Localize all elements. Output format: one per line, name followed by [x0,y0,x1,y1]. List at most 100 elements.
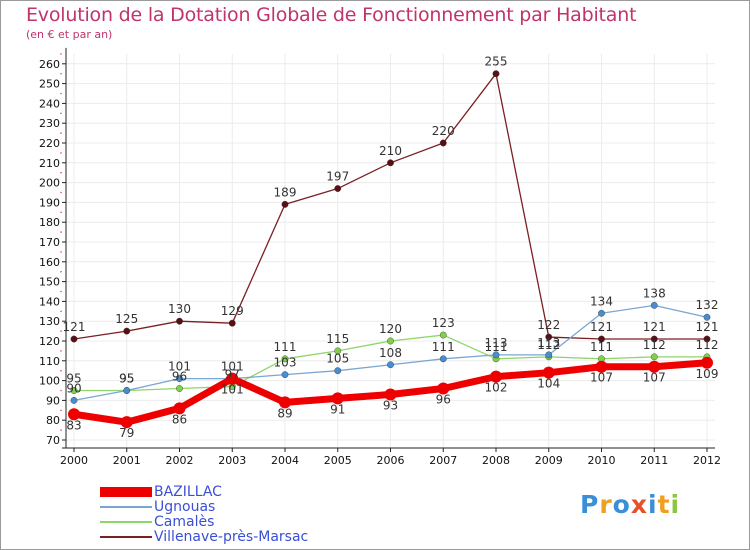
data-label: 121 [696,320,719,334]
data-point [598,309,605,317]
logo-letter: i [670,490,681,519]
y-minor-dot [60,389,62,392]
y-tick-label: 140 [39,295,60,308]
data-label: 111 [432,340,455,354]
data-point [437,382,450,395]
data-point [173,402,186,415]
data-label: 101 [221,383,244,397]
logo-letter: r [599,490,613,519]
data-point [545,351,553,359]
data-point [123,387,131,394]
y-tick-label: 230 [39,117,60,130]
data-label: 255 [485,55,508,69]
data-point [545,333,553,341]
data-label: 104 [537,377,560,391]
legend-label-bazillac: BAZILLAC [154,484,222,500]
data-label: 79 [119,426,134,440]
data-point [598,335,605,343]
data-point [701,356,713,369]
y-tick-label: 190 [39,196,60,209]
data-point [595,360,608,373]
data-point [281,355,289,363]
x-tick-label: 2009 [535,454,563,467]
y-tick-label: 120 [39,335,60,348]
data-point [650,301,658,309]
data-point [490,370,502,383]
data-point [226,372,239,385]
y-minor-dot [60,191,62,194]
data-label: 86 [172,412,187,426]
data-label: 220 [432,124,455,138]
x-tick-label: 2007 [429,454,457,467]
data-label: 95 [66,372,81,386]
y-tick-label: 90 [46,394,60,407]
y-minor-dot [60,350,62,352]
data-point [387,337,394,345]
chart-subtitle: (en € et par an) [26,28,113,41]
data-label: 189 [274,185,297,199]
data-point [176,317,183,325]
y-tick-label: 160 [39,256,60,269]
data-label: 101 [168,360,191,374]
data-point [176,385,183,392]
y-tick-label: 70 [46,434,60,447]
y-tick-label: 260 [39,58,60,71]
data-point [648,360,661,373]
y-minor-dot [60,53,62,55]
y-minor-dot [60,330,62,332]
data-point [70,396,78,404]
data-point [70,387,78,394]
chart-title: Evolution de la Dotation Globale de Fonc… [26,4,637,26]
data-label: 122 [537,318,560,332]
y-minor-dot [60,429,62,431]
x-tick-label: 2010 [588,454,616,467]
data-point [492,351,500,359]
data-point [70,335,78,343]
data-label: 112 [537,338,560,352]
data-label: 121 [63,320,86,334]
logo-letter: x [630,490,648,519]
data-point [703,335,711,343]
x-tick-label: 2003 [218,454,246,467]
x-tick-label: 2000 [60,454,88,467]
x-tick-label: 2006 [377,454,405,467]
data-point [384,388,397,401]
data-label: 109 [696,367,719,381]
data-point [542,366,555,379]
y-tick-label: 170 [39,236,60,249]
x-tick-label: 2001 [113,454,141,467]
data-label: 130 [168,302,191,316]
legend-swatch-camales [100,521,152,523]
data-point [334,185,342,192]
y-tick-label: 100 [39,375,60,388]
x-tick-label: 2005 [324,454,352,467]
logo-letter: t [657,490,671,519]
data-label: 210 [379,144,402,158]
data-label: 107 [590,371,613,385]
y-tick-label: 80 [46,414,60,427]
y-minor-dot [60,132,62,134]
data-label: 91 [330,402,345,416]
data-point [650,335,658,343]
data-point [123,327,131,335]
y-minor-dot [60,290,62,293]
data-point [387,159,394,167]
data-label: 103 [274,356,297,370]
y-tick-label: 240 [39,97,60,110]
data-label: 107 [643,371,666,385]
y-tick-label: 210 [39,157,60,170]
data-label: 101 [221,360,244,374]
x-tick-label: 2004 [271,454,299,467]
legend-swatch-ugnouas [100,506,152,508]
data-point [492,70,500,78]
y-tick-label: 200 [39,177,60,190]
y-tick-label: 110 [39,355,60,368]
logo-letter: o [612,490,631,519]
data-label: 197 [326,170,349,184]
legend-swatch-bazillac [100,487,152,497]
y-minor-dot [60,171,62,174]
data-label: 132 [696,298,719,312]
data-label: 112 [696,338,719,352]
proxiti-logo: Proxiti [580,490,680,519]
